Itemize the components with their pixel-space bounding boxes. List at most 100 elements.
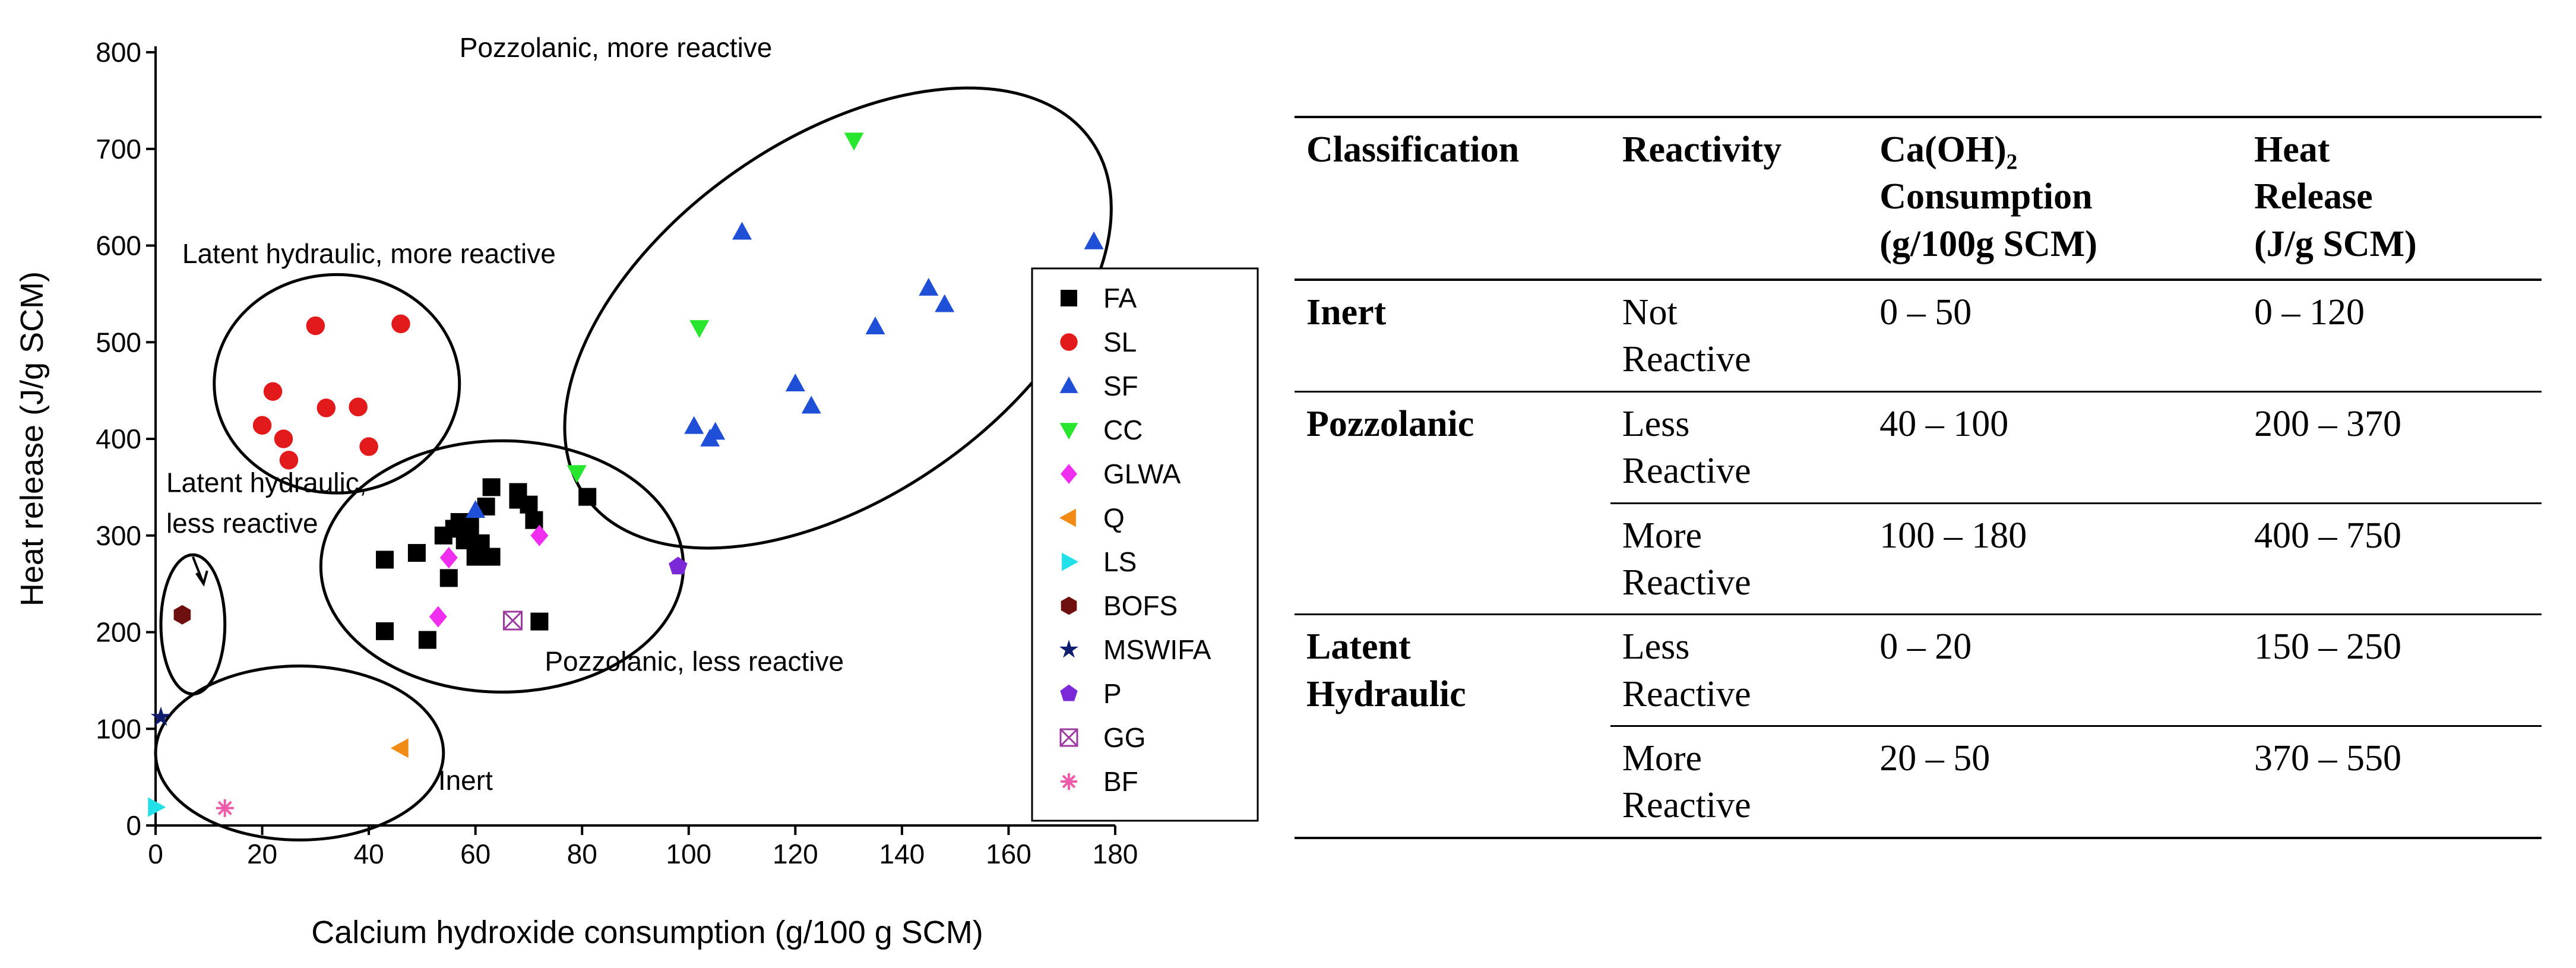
cell-heat: 400 – 750 — [2242, 502, 2542, 615]
region-annotation: Inert — [438, 765, 493, 796]
legend-marker-sl — [1060, 333, 1078, 351]
data-point-fa-shape — [520, 495, 538, 514]
x-tick-label: 100 — [666, 839, 711, 869]
data-point-fa — [418, 631, 436, 649]
data-point-sl — [279, 451, 299, 470]
data-point-mswifa-shape — [150, 706, 172, 726]
cell-heat: 370 – 550 — [2242, 725, 2542, 839]
cell-consumption: 100 – 180 — [1868, 502, 2242, 615]
data-point-sl — [252, 416, 272, 435]
legend-marker-sl-shape — [1060, 333, 1078, 351]
y-tick-label: 0 — [126, 810, 141, 841]
data-point-sf-shape — [865, 316, 885, 334]
data-point-sl-shape — [391, 314, 410, 334]
data-point-sf — [865, 316, 885, 334]
data-point-cc-shape — [844, 132, 864, 151]
legend-marker-bf-shape — [1062, 774, 1076, 789]
y-tick-label: 600 — [96, 230, 141, 261]
legend-marker-cc — [1059, 423, 1078, 440]
data-point-ls — [148, 797, 166, 817]
legend-label-sl: SL — [1103, 327, 1137, 358]
data-point-sl-shape — [279, 451, 299, 470]
x-tick-label: 40 — [354, 839, 384, 869]
legend-label-glwa: GLWA — [1103, 458, 1181, 489]
classification-table: Classification Reactivity Ca(OH)₂ Consum… — [1295, 115, 2542, 839]
data-point-fa — [482, 548, 501, 566]
data-point-sl-shape — [317, 398, 336, 417]
data-point-fa-shape — [439, 569, 458, 587]
data-point-sf-shape — [919, 277, 939, 296]
data-point-fa-shape — [376, 551, 394, 569]
cell-reactivity: More Reactive — [1610, 502, 1868, 615]
legend-marker-cc-shape — [1059, 423, 1078, 440]
x-tick-label: 60 — [460, 839, 490, 869]
legend-marker-bofs-shape — [1061, 596, 1077, 615]
data-point-fa — [461, 517, 479, 535]
cell-classification: Inert — [1295, 279, 1610, 392]
y-tick-label: 500 — [96, 327, 141, 358]
data-point-glwa — [530, 524, 549, 546]
data-point-sf — [919, 277, 939, 296]
header-classification: Classification — [1295, 115, 1610, 281]
x-tick-label: 160 — [986, 839, 1031, 869]
x-tick-label: 0 — [148, 839, 163, 869]
legend-marker-p-shape — [1060, 684, 1078, 701]
data-point-sl — [349, 397, 368, 417]
y-tick-label: 700 — [96, 134, 141, 165]
data-point-sf — [801, 396, 821, 414]
data-point-gg-shape — [503, 610, 523, 631]
data-point-p — [669, 556, 688, 575]
data-point-glwa-shape — [530, 524, 549, 546]
legend-marker-gg — [1059, 728, 1078, 747]
cell-consumption: 20 – 50 — [1868, 725, 2242, 839]
data-point-fa — [530, 612, 549, 631]
data-point-ls-shape — [148, 797, 166, 817]
y-tick-label: 300 — [96, 520, 141, 551]
table-row: More Reactive 20 – 50 370 – 550 — [1295, 725, 2542, 839]
data-point-fa — [376, 622, 394, 640]
legend-label-mswifa: MSWIFA — [1103, 634, 1211, 665]
legend-marker-ls-shape — [1062, 552, 1079, 571]
legend-marker-bf — [1061, 773, 1077, 790]
data-point-cc-shape — [689, 320, 710, 339]
data-point-gg-shape — [503, 610, 523, 631]
x-tick-label: 180 — [1093, 839, 1138, 869]
legend-label-p: P — [1103, 678, 1122, 709]
table-row: Pozzolanic Less Reactive 40 – 100 200 – 3… — [1295, 390, 2542, 504]
data-point-sl-shape — [274, 429, 293, 448]
legend-marker-p — [1060, 684, 1078, 701]
data-point-mswifa — [150, 706, 172, 726]
data-point-sl-shape — [263, 382, 283, 401]
cell-classification: Pozzolanic — [1295, 390, 1610, 504]
region-ellipse-inert — [154, 664, 445, 842]
data-point-cc — [567, 465, 587, 483]
legend-marker-bofs — [1061, 596, 1077, 615]
cell-heat: 200 – 370 — [2242, 390, 2542, 504]
legend-label-bf: BF — [1103, 766, 1138, 797]
cell-reactivity: Less Reactive — [1610, 613, 1868, 726]
data-point-sl-shape — [359, 437, 378, 456]
cell-reactivity: More Reactive — [1610, 725, 1868, 839]
legend-label-fa: FA — [1103, 283, 1137, 314]
region-annotation: less reactive — [166, 508, 318, 539]
legend-marker-sf — [1059, 376, 1078, 393]
legend-label-gg: GG — [1103, 722, 1146, 753]
data-point-sl-shape — [349, 397, 368, 417]
data-point-sf — [705, 422, 726, 440]
legend-marker-glwa — [1061, 464, 1077, 484]
cell-classification — [1295, 726, 1610, 839]
data-point-sf-shape — [466, 500, 486, 518]
data-point-cc-shape — [567, 465, 587, 483]
cell-classification — [1295, 503, 1610, 615]
data-point-sf-shape — [684, 416, 704, 434]
y-axis-label: Heat release (J/g SCM) — [14, 271, 50, 606]
data-point-sf-shape — [785, 373, 805, 391]
data-point-sl — [263, 382, 283, 401]
legend-marker-fa-shape — [1061, 290, 1077, 306]
y-tick-label: 200 — [96, 617, 141, 648]
data-point-glwa — [439, 547, 458, 569]
data-point-q — [390, 738, 409, 758]
cell-consumption: 0 – 50 — [1868, 279, 2242, 392]
header-heat-release: Heat Release (J/g SCM) — [2242, 115, 2542, 281]
data-point-fa-shape — [578, 488, 597, 506]
